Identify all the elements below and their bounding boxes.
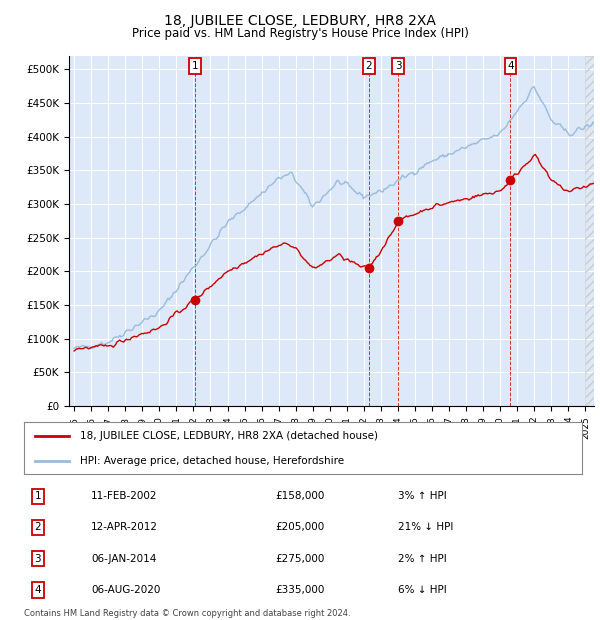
Text: HPI: Average price, detached house, Herefordshire: HPI: Average price, detached house, Here…: [80, 456, 344, 466]
Text: 2% ↑ HPI: 2% ↑ HPI: [398, 554, 446, 564]
Text: 06-JAN-2014: 06-JAN-2014: [91, 554, 157, 564]
Text: 6% ↓ HPI: 6% ↓ HPI: [398, 585, 446, 595]
Text: 3: 3: [35, 554, 41, 564]
Text: £205,000: £205,000: [275, 523, 325, 533]
Text: 18, JUBILEE CLOSE, LEDBURY, HR8 2XA (detached house): 18, JUBILEE CLOSE, LEDBURY, HR8 2XA (det…: [80, 432, 378, 441]
Text: 2: 2: [365, 61, 373, 71]
Text: 18, JUBILEE CLOSE, LEDBURY, HR8 2XA: 18, JUBILEE CLOSE, LEDBURY, HR8 2XA: [164, 14, 436, 28]
Text: 3: 3: [395, 61, 401, 71]
Text: 3% ↑ HPI: 3% ↑ HPI: [398, 491, 446, 501]
Text: 21% ↓ HPI: 21% ↓ HPI: [398, 523, 453, 533]
Text: 06-AUG-2020: 06-AUG-2020: [91, 585, 160, 595]
Text: Price paid vs. HM Land Registry's House Price Index (HPI): Price paid vs. HM Land Registry's House …: [131, 27, 469, 40]
Text: 4: 4: [35, 585, 41, 595]
Text: 12-APR-2012: 12-APR-2012: [91, 523, 158, 533]
Text: 1: 1: [35, 491, 41, 501]
Text: £275,000: £275,000: [275, 554, 325, 564]
Text: £335,000: £335,000: [275, 585, 325, 595]
Text: Contains HM Land Registry data © Crown copyright and database right 2024.: Contains HM Land Registry data © Crown c…: [24, 609, 350, 618]
Text: 1: 1: [192, 61, 199, 71]
Text: 2: 2: [35, 523, 41, 533]
Text: £158,000: £158,000: [275, 491, 325, 501]
Text: 11-FEB-2002: 11-FEB-2002: [91, 491, 157, 501]
Text: 4: 4: [507, 61, 514, 71]
